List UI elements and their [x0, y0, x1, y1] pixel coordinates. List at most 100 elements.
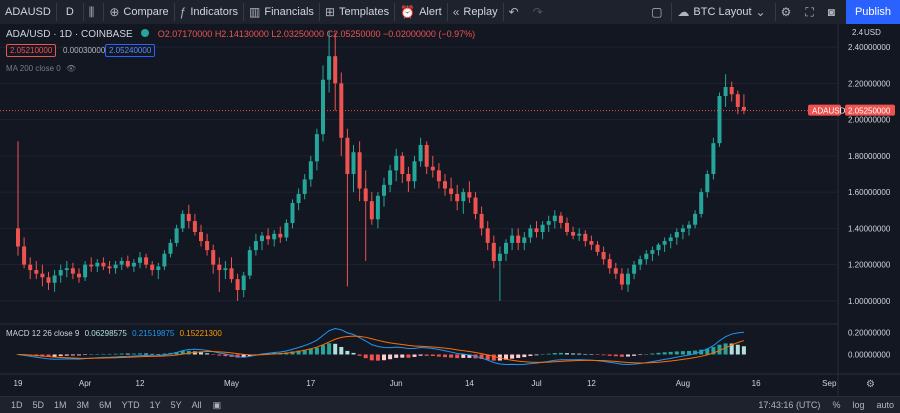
ma-legend[interactable]: MA 200 close 0 👁 — [6, 64, 76, 73]
replay-button[interactable]: «Replay — [448, 0, 503, 24]
candle-body — [266, 235, 271, 240]
candle-body — [479, 213, 484, 229]
macd-histogram-bar — [668, 351, 673, 355]
macd-histogram-bar — [107, 353, 112, 355]
snapshot-button[interactable]: ◙ — [823, 0, 844, 24]
compare-button[interactable]: ⊕ Compare — [104, 0, 173, 24]
macd-histogram-bar — [650, 353, 655, 355]
eye-icon[interactable]: 👁 — [65, 64, 77, 73]
range-button[interactable]: 5Y — [170, 400, 182, 410]
range-button[interactable]: YTD — [121, 400, 140, 410]
macd-histogram-bar — [400, 354, 405, 358]
grid-icon: ⊞ — [324, 5, 335, 19]
chart-type-button[interactable]: ⫼ — [84, 0, 104, 24]
replay-label: Replay — [463, 6, 498, 18]
candle-body — [644, 253, 649, 260]
candle-body — [680, 228, 685, 232]
symbol-label: ADAUSD — [5, 6, 51, 18]
candle-body — [357, 152, 362, 189]
candle-body — [308, 161, 313, 180]
macd-histogram-bar — [455, 354, 460, 359]
macd-histogram-bar — [144, 353, 149, 355]
macd-histogram-bar — [247, 354, 252, 357]
macd-histogram-bar — [363, 354, 368, 359]
candle-body — [632, 264, 637, 274]
candle-body — [735, 94, 740, 107]
macd-hist-value: 0.06298575 — [84, 329, 127, 338]
candle-body — [601, 251, 606, 260]
candle-body — [138, 257, 142, 263]
macd-histogram-bar — [687, 350, 691, 355]
range-button[interactable]: 3M — [76, 400, 90, 410]
last-value-label: 2.05250000 — [848, 107, 891, 116]
candle-body — [217, 264, 222, 271]
candle-body — [174, 228, 179, 243]
templates-button[interactable]: ⊞ Templates — [320, 0, 394, 24]
candle-body — [461, 192, 466, 202]
settings-button[interactable]: ⚙ — [776, 0, 801, 24]
price-chart[interactable]: 2.40000000 2.20000000 2.00000000 1.80000000… — [0, 24, 900, 396]
indicators-label: Indicators — [190, 6, 239, 18]
candle-body — [113, 264, 118, 269]
layout-square-button[interactable]: ▢ — [646, 0, 671, 24]
separator — [173, 3, 175, 21]
range-button[interactable]: 6M — [99, 400, 112, 410]
bid-box[interactable]: 2.05210000 — [6, 44, 57, 57]
redo-button[interactable]: ↷ — [528, 0, 552, 24]
candle-body — [272, 233, 277, 240]
camera-icon: ◙ — [827, 5, 835, 19]
price-tick-label: 2.40000000 — [848, 43, 891, 52]
macd-histogram-bar — [192, 351, 197, 355]
candle-body — [260, 235, 264, 242]
macd-histogram-bar — [58, 354, 63, 357]
range-button[interactable]: 1Y — [149, 400, 161, 410]
range-button[interactable]: All — [191, 400, 202, 410]
macd-histogram-bar — [418, 354, 423, 356]
macd-histogram-bar — [601, 354, 606, 356]
range-button[interactable]: 1D — [11, 400, 23, 410]
undo-button[interactable]: ↶ — [504, 0, 528, 24]
clock-time[interactable]: 17:43:16 (UTC) — [758, 400, 821, 410]
symbol-search[interactable]: ADAUSD — [0, 0, 56, 24]
candle-body — [619, 273, 624, 285]
calendar-icon[interactable]: ▣ — [212, 399, 222, 410]
macd-label: MACD 12 26 close 9 — [6, 329, 80, 338]
candle-body — [241, 275, 246, 290]
candle-body — [540, 224, 545, 232]
financials-button[interactable]: ▥ Financials — [244, 0, 319, 24]
indicators-icon: ƒ — [179, 5, 187, 19]
price-tick-label: 2.20000000 — [848, 79, 891, 88]
layout-menu-button[interactable]: ☁ BTC Layout ⌄ — [672, 0, 774, 24]
macd-histogram-bar — [680, 351, 685, 355]
macd-histogram-bar — [357, 354, 362, 356]
candle-body — [302, 179, 307, 194]
range-button[interactable]: 1M — [54, 400, 67, 410]
candle-body — [321, 79, 325, 135]
time-tick-label: Jul — [531, 379, 541, 388]
range-button[interactable]: 5D — [32, 400, 45, 410]
macd-histogram-bar — [436, 354, 441, 357]
macd-legend[interactable]: MACD 12 26 close 9 0.06298575 0.21519875… — [6, 329, 222, 338]
legend-high: H2.14130000 — [214, 29, 269, 39]
macd-histogram-bar — [699, 349, 704, 355]
interval-button[interactable]: D — [57, 0, 83, 24]
chart-area[interactable]: 2.40000000 2.20000000 2.00000000 1.80000000… — [0, 24, 900, 396]
separator — [103, 3, 105, 21]
candle-body — [34, 270, 39, 274]
candle-body — [687, 224, 691, 229]
auto-toggle[interactable]: auto — [876, 400, 894, 410]
percent-toggle[interactable]: % — [832, 400, 841, 410]
log-toggle[interactable]: log — [852, 400, 865, 410]
indicators-button[interactable]: ƒ Indicators — [175, 0, 243, 24]
fullscreen-button[interactable]: ⛶ — [800, 0, 822, 24]
candle-body — [278, 233, 283, 238]
candle-body — [83, 264, 88, 278]
macd-histogram-bar — [46, 354, 51, 357]
last-symbol-label: ADAUSD — [812, 107, 846, 116]
alert-button[interactable]: ⏰ Alert — [395, 0, 447, 24]
candle-body — [473, 197, 478, 214]
ask-box[interactable]: 2.05240000 — [105, 44, 156, 57]
publish-button[interactable]: Publish — [846, 0, 900, 24]
candle-body — [406, 174, 411, 182]
time-tick-label: Jun — [390, 379, 403, 388]
